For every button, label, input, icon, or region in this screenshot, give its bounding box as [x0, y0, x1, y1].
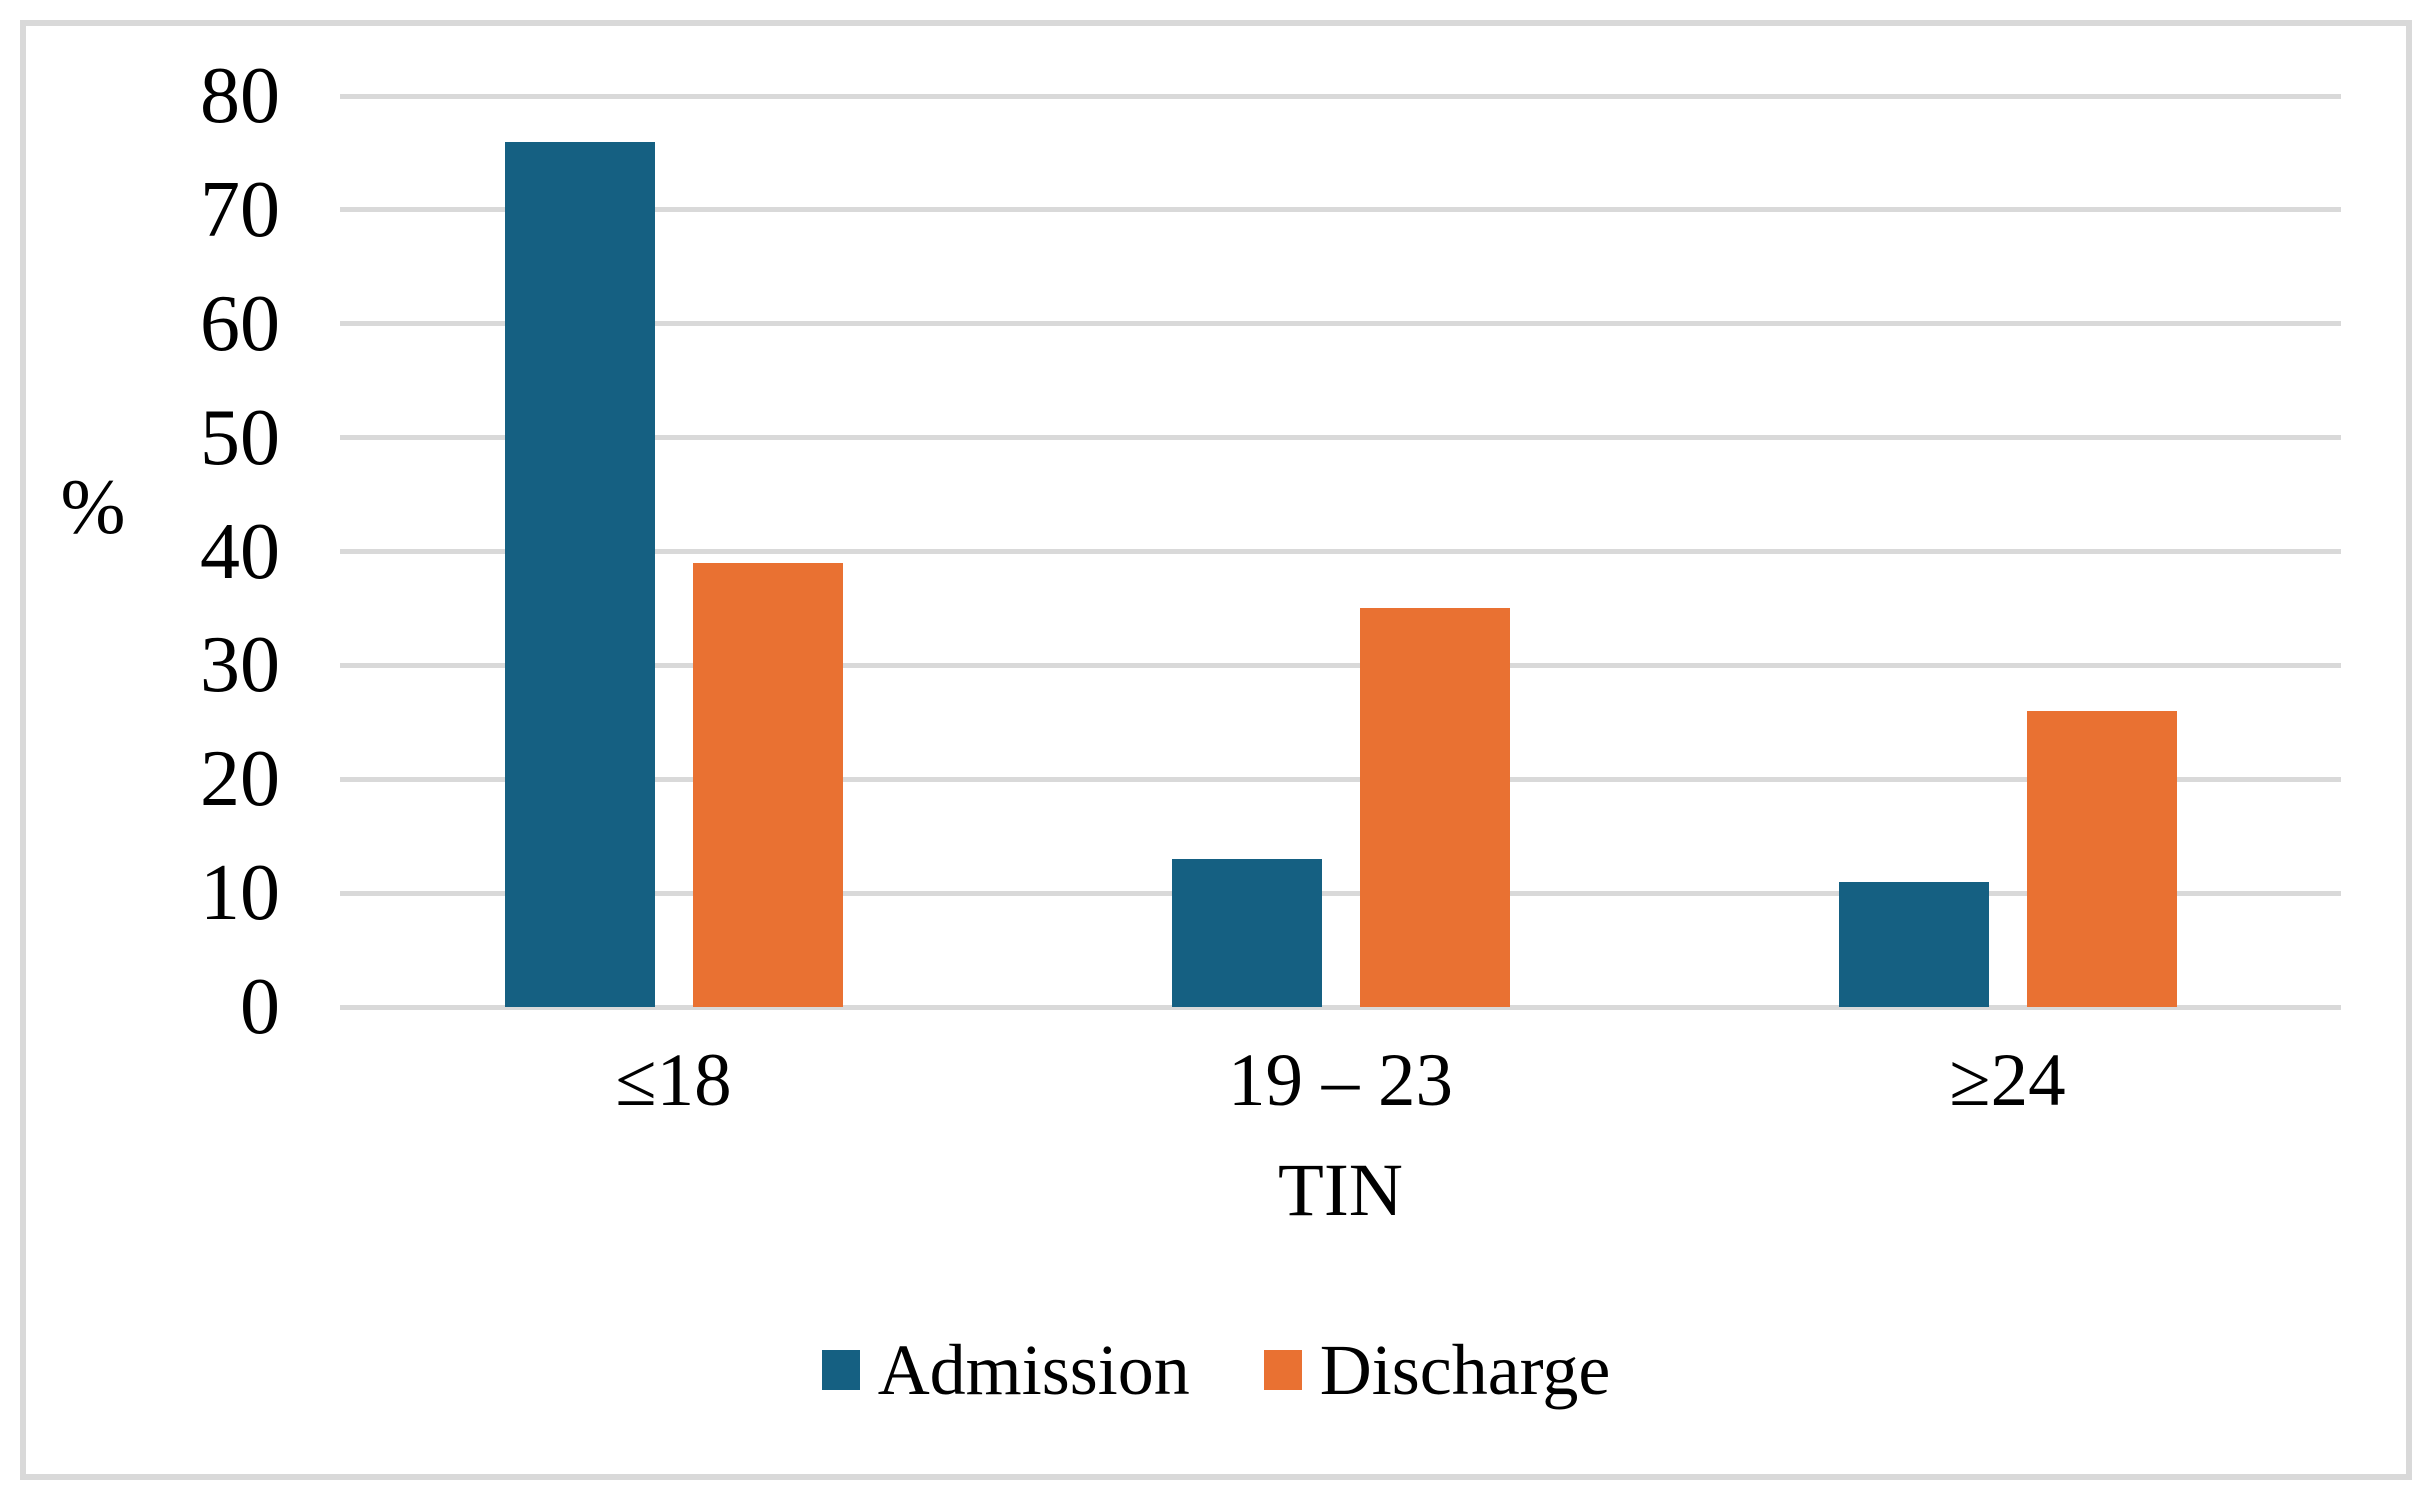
y-gridline-70 — [340, 207, 2341, 213]
legend-item-admission: Admission — [821, 1330, 1190, 1410]
bar-discharge--24 — [2026, 710, 2177, 1007]
x-tick-label-19-23: 19 – 23 — [1228, 1039, 1453, 1122]
y-gridline-80 — [340, 93, 2341, 99]
legend-swatch-admission — [821, 1350, 860, 1390]
x-tick-label--24: ≥24 — [1949, 1039, 2066, 1122]
y-tick-label-40: 40 — [200, 507, 280, 596]
legend-label-discharge: Discharge — [1319, 1330, 1611, 1410]
y-tick-label-80: 80 — [200, 52, 280, 140]
y-gridline-40 — [340, 549, 2341, 554]
bar-admission-19-23 — [1171, 858, 1322, 1007]
y-tick-label-70: 70 — [200, 165, 280, 254]
y-tick-label-60: 60 — [200, 279, 280, 368]
bar-admission--24 — [1838, 881, 1989, 1007]
x-axis-title: TIN — [1278, 1149, 1403, 1232]
y-gridline-30 — [340, 662, 2341, 668]
legend-label-admission: Admission — [877, 1330, 1190, 1410]
legend-item-discharge: Discharge — [1263, 1330, 1611, 1410]
legend-swatch-discharge — [1263, 1350, 1302, 1390]
y-tick-label-10: 10 — [200, 849, 280, 938]
y-tick-label-50: 50 — [200, 393, 280, 482]
y-axis-title: % — [60, 463, 126, 550]
y-tick-label-30: 30 — [200, 621, 280, 710]
x-tick-label--18: ≤18 — [615, 1039, 732, 1122]
bar-admission--18 — [504, 141, 655, 1007]
chart-border-frame — [20, 20, 2412, 1480]
x-axis-line — [340, 1004, 2341, 1010]
legend: Admission Discharge — [0, 1330, 2432, 1410]
bar-discharge--18 — [692, 562, 843, 1007]
y-gridline-20 — [340, 776, 2341, 782]
bar-discharge-19-23 — [1359, 608, 1510, 1007]
y-tick-label-20: 20 — [200, 735, 280, 824]
y-tick-label-0: 0 — [240, 963, 280, 1051]
y-gridline-60 — [340, 321, 2341, 327]
y-gridline-10 — [340, 890, 2341, 896]
y-gridline-50 — [340, 435, 2341, 441]
